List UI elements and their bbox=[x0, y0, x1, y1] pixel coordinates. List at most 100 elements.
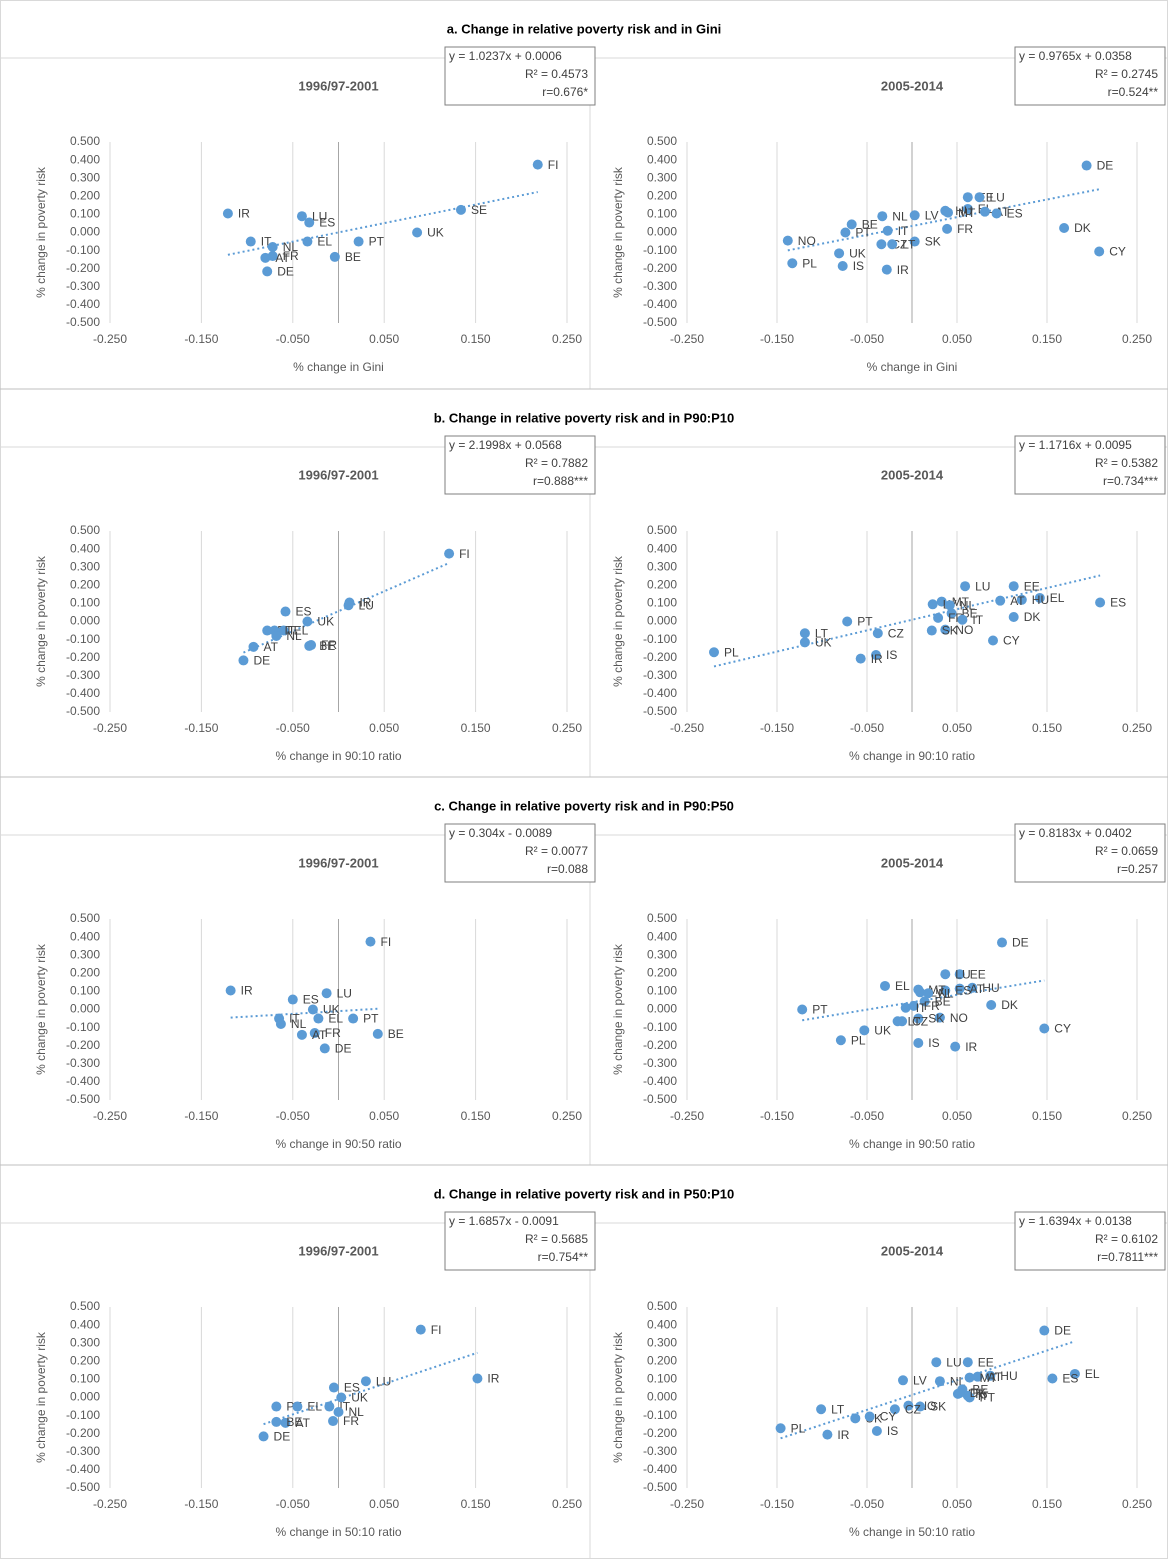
point-label: AT bbox=[263, 640, 278, 654]
y-tick-label: -0.200 bbox=[643, 650, 677, 664]
point-label: LV bbox=[913, 1373, 927, 1387]
point-label: DK bbox=[970, 1386, 987, 1400]
point bbox=[940, 624, 951, 635]
point-label: PT bbox=[369, 235, 385, 249]
point-label: NL bbox=[283, 240, 299, 254]
point-label: LU bbox=[955, 967, 970, 981]
point bbox=[882, 225, 893, 236]
point bbox=[913, 1037, 924, 1048]
point-label: AT bbox=[970, 982, 985, 996]
y-tick-label: 0.200 bbox=[70, 577, 100, 591]
point bbox=[931, 1357, 942, 1368]
point-label: LT bbox=[815, 626, 829, 640]
trend-equation: R² = 0.6102 bbox=[1095, 1232, 1158, 1246]
x-tick-label: 0.150 bbox=[1032, 1497, 1062, 1511]
point-label: PT bbox=[855, 226, 871, 240]
y-tick-label: 0.400 bbox=[647, 152, 677, 166]
point bbox=[280, 1417, 291, 1428]
trend-equation: r=0.754** bbox=[538, 1250, 589, 1264]
point-label: MT bbox=[958, 206, 976, 220]
y-tick-label: 0.400 bbox=[70, 541, 100, 555]
trend-line bbox=[243, 562, 450, 654]
point-label: PT bbox=[363, 1012, 379, 1026]
y-tick-label: 0.500 bbox=[70, 911, 100, 925]
point-label: UK bbox=[849, 246, 866, 260]
point-label: UK bbox=[323, 1003, 340, 1017]
x-tick-label: 0.250 bbox=[1122, 332, 1152, 346]
point bbox=[348, 1013, 359, 1024]
point bbox=[304, 640, 315, 651]
chart-title: 1996/97-2001 bbox=[298, 1243, 378, 1258]
point-label: LT bbox=[902, 237, 916, 251]
point bbox=[881, 264, 892, 275]
y-tick-label: -0.300 bbox=[66, 279, 100, 293]
point-label: NO bbox=[950, 1011, 968, 1025]
y-tick-label: 0.200 bbox=[647, 577, 677, 591]
trend-line bbox=[787, 188, 1100, 252]
trend-equation: r=0.676* bbox=[542, 85, 588, 99]
x-tick-label: 0.050 bbox=[942, 1497, 972, 1511]
point bbox=[846, 219, 857, 230]
x-tick-label: 0.050 bbox=[369, 1109, 399, 1123]
y-tick-label: -0.400 bbox=[66, 1074, 100, 1088]
point-label: BE bbox=[388, 1027, 404, 1041]
point bbox=[892, 1016, 903, 1027]
y-tick-label: -0.300 bbox=[66, 668, 100, 682]
y-tick-label: 0.100 bbox=[70, 984, 100, 998]
point bbox=[336, 1392, 347, 1403]
y-tick-label: 0.400 bbox=[647, 541, 677, 555]
y-tick-label: -0.200 bbox=[66, 1038, 100, 1052]
point-label: IT bbox=[289, 1012, 300, 1026]
trend-equation: r=0.524** bbox=[1108, 85, 1159, 99]
point-label: LU bbox=[337, 986, 352, 1000]
point bbox=[1095, 597, 1106, 608]
section-title: a. Change in relative poverty risk and i… bbox=[447, 21, 722, 36]
y-tick-label: -0.500 bbox=[66, 1480, 100, 1494]
x-tick-label: 0.050 bbox=[369, 1497, 399, 1511]
point bbox=[997, 937, 1007, 948]
point bbox=[248, 641, 259, 652]
point-label: BE bbox=[862, 218, 878, 232]
point-label: BE bbox=[286, 1415, 302, 1429]
point-label: UK bbox=[351, 1391, 368, 1405]
point bbox=[960, 581, 971, 592]
x-tick-label: -0.050 bbox=[850, 1109, 884, 1123]
point-label: EE bbox=[1024, 579, 1040, 593]
equation-box bbox=[444, 46, 596, 106]
point bbox=[787, 258, 798, 269]
point-label: ES bbox=[344, 1381, 360, 1395]
point bbox=[258, 1431, 269, 1442]
point bbox=[985, 1370, 996, 1381]
chart-title: 2005-2014 bbox=[881, 1243, 944, 1258]
y-tick-label: -0.300 bbox=[643, 279, 677, 293]
x-tick-label: -0.250 bbox=[93, 1497, 127, 1511]
point bbox=[942, 223, 953, 234]
point bbox=[995, 595, 1006, 606]
x-tick-label: 0.250 bbox=[552, 721, 582, 735]
point bbox=[859, 1025, 870, 1036]
trend-equation: y = 1.0237x + 0.0006 bbox=[449, 49, 562, 63]
point-label: EE bbox=[970, 967, 986, 981]
point bbox=[871, 649, 881, 660]
section-title: b. Change in relative poverty risk and i… bbox=[434, 410, 735, 425]
y-tick-label: 0.500 bbox=[647, 1299, 677, 1313]
point-label: AT bbox=[295, 1416, 310, 1430]
point-label: DE bbox=[274, 1430, 291, 1444]
point-label: PL bbox=[802, 256, 817, 270]
y-tick-label: -0.100 bbox=[643, 1020, 677, 1034]
point bbox=[962, 192, 973, 203]
y-tick-label: -0.200 bbox=[66, 650, 100, 664]
point bbox=[933, 612, 944, 623]
y-tick-label: 0.200 bbox=[647, 188, 677, 202]
y-tick-label: -0.500 bbox=[643, 704, 677, 718]
y-tick-label: -0.400 bbox=[66, 297, 100, 311]
point-label: DE bbox=[253, 654, 270, 668]
point bbox=[532, 159, 543, 170]
y-tick-label: -0.400 bbox=[66, 1462, 100, 1476]
point bbox=[797, 1004, 808, 1015]
point bbox=[313, 1013, 324, 1024]
y-tick-label: -0.200 bbox=[643, 1038, 677, 1052]
y-axis-label: % change in poverty risk bbox=[611, 166, 625, 298]
point bbox=[222, 208, 233, 219]
y-tick-label: -0.500 bbox=[643, 1480, 677, 1494]
